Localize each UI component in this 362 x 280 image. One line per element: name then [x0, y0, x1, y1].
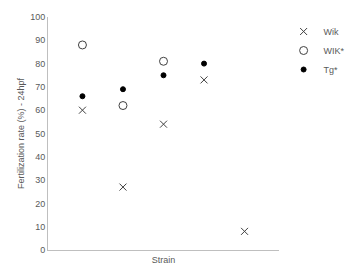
svg-text:10: 10 [35, 222, 45, 232]
svg-text:Wik: Wik [324, 27, 339, 37]
svg-text:20: 20 [35, 199, 45, 209]
svg-text:WIK*: WIK* [324, 46, 345, 56]
svg-text:60: 60 [35, 105, 45, 115]
svg-text:80: 80 [35, 59, 45, 69]
svg-text:Fertilization rate (%) - 24hpf: Fertilization rate (%) - 24hpf [16, 77, 26, 189]
svg-text:100: 100 [30, 12, 45, 22]
svg-text:50: 50 [35, 129, 45, 139]
svg-text:0: 0 [40, 245, 45, 255]
svg-text:90: 90 [35, 35, 45, 45]
svg-text:Strain: Strain [152, 255, 176, 265]
svg-text:40: 40 [35, 152, 45, 162]
svg-text:30: 30 [35, 175, 45, 185]
svg-text:Tg*: Tg* [324, 65, 339, 75]
svg-text:70: 70 [35, 82, 45, 92]
